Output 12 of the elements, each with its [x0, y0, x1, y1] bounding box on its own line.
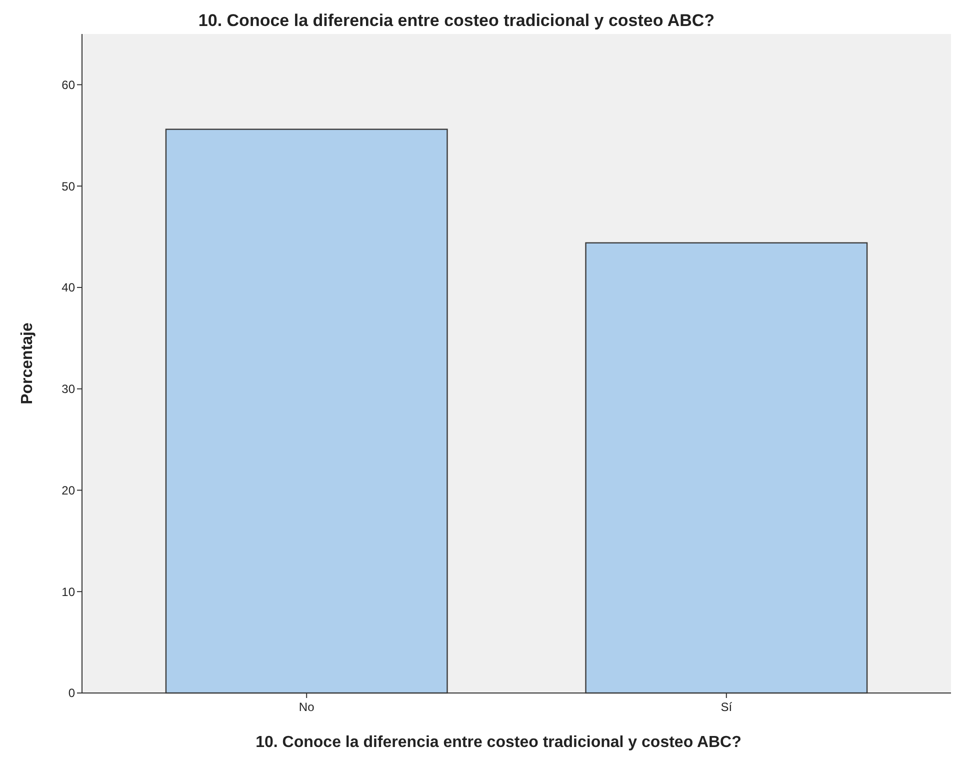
y-axis-title: Porcentaje	[19, 322, 36, 404]
y-tick-label: 60	[62, 78, 76, 92]
y-tick-label: 30	[62, 382, 76, 396]
x-axis-title: 10. Conoce la diferencia entre costeo tradicional y costeo ABC?	[256, 734, 742, 751]
y-tick-label: 50	[62, 179, 76, 194]
y-tick-label: 20	[62, 483, 76, 498]
x-tick-label: No	[298, 700, 315, 714]
y-tick-label: 0	[68, 686, 76, 700]
chart-title: 10. Conoce la diferencia entre costeo tradicional y costeo ABC?	[198, 11, 715, 30]
y-tick-label: 40	[62, 280, 76, 295]
y-tick-label: 10	[62, 584, 76, 599]
x-tick-label: Sí	[720, 700, 733, 714]
